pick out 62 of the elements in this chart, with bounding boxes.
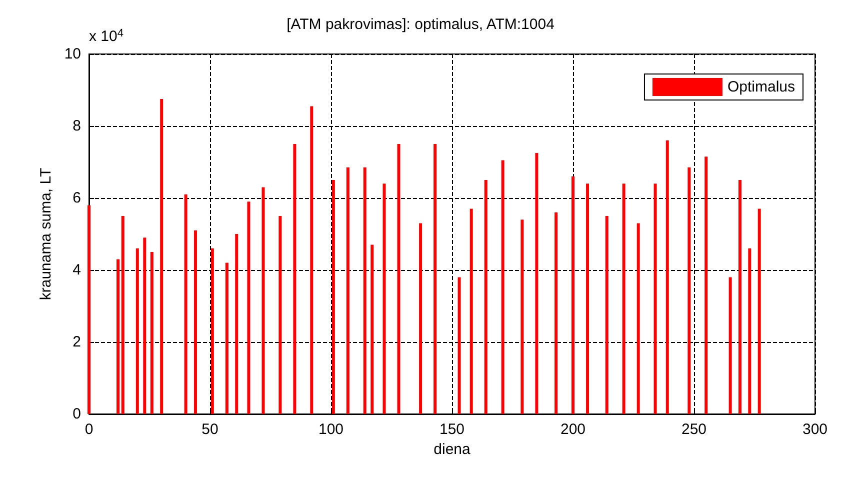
y-tick-label: 6 [72, 190, 81, 206]
bar [758, 208, 761, 414]
bar [704, 156, 708, 414]
bar [332, 180, 335, 414]
bar [382, 184, 386, 414]
bar [278, 216, 282, 414]
x-tick-label: 300 [802, 421, 828, 438]
bar [501, 160, 504, 414]
bar [194, 230, 197, 414]
bar [738, 180, 742, 414]
bar [121, 216, 124, 414]
legend-label: Optimalus [727, 78, 796, 96]
bar [150, 252, 154, 414]
bar [470, 208, 473, 414]
x-tick-label: 0 [84, 421, 94, 438]
bar [143, 238, 146, 414]
x-tick-label: 200 [560, 421, 586, 438]
bar [572, 176, 574, 414]
x-tick-label: 250 [681, 421, 707, 438]
bar [160, 99, 164, 414]
x-axis-title: diena [434, 441, 472, 458]
bar [262, 187, 265, 414]
bar [636, 223, 640, 414]
bar [235, 234, 238, 414]
bar [293, 144, 296, 414]
bar [136, 248, 139, 414]
bar [458, 277, 461, 414]
bar [310, 106, 314, 414]
bar [88, 205, 90, 414]
y-axis-title: kraunama suma, LT [37, 168, 54, 300]
bar [346, 167, 350, 414]
bar [247, 202, 250, 414]
bar [363, 167, 366, 414]
bar [666, 140, 669, 414]
bar [397, 144, 400, 414]
y-tick-label: 4 [72, 262, 81, 278]
bar [688, 167, 691, 414]
bar [184, 194, 188, 414]
x-tick-label: 100 [318, 421, 344, 438]
bar [225, 262, 228, 414]
bar [654, 184, 657, 414]
y-tick-label: 2 [72, 334, 81, 350]
bar [748, 248, 752, 414]
y-tick-label: 8 [72, 118, 81, 134]
x-tick-label: 50 [202, 421, 218, 438]
y-tick-label: 0 [72, 406, 81, 422]
bar [484, 180, 488, 414]
bar [116, 259, 120, 414]
bar [434, 144, 437, 414]
chart-title: [ATM pakrovimas]: optimalus, ATM:1004 [286, 16, 554, 33]
bar [535, 153, 538, 414]
y-tick-label: 10 [64, 46, 81, 62]
bar [370, 244, 374, 414]
bar [728, 277, 732, 414]
bar [419, 223, 422, 414]
bar [520, 220, 524, 414]
bar [210, 248, 214, 414]
bar [605, 216, 608, 414]
bar [586, 184, 590, 414]
bar [554, 212, 558, 414]
x-tick-label: 150 [439, 421, 465, 438]
bar [622, 184, 626, 414]
